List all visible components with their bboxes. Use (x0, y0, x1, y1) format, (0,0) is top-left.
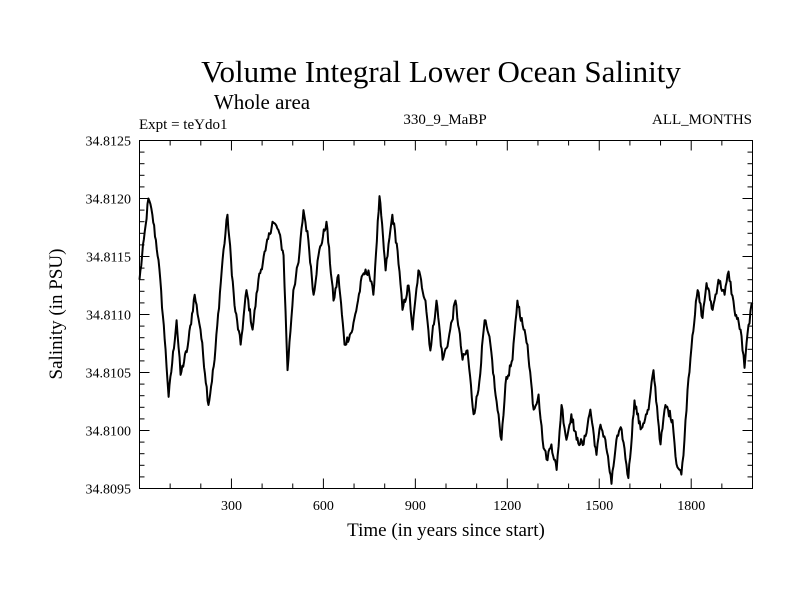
plot-frame (139, 140, 753, 489)
x-tick-labels: 300 600 900 1200 1500 1800 (221, 499, 705, 514)
y-tick-label: 34.8115 (86, 251, 131, 266)
x-tick-label: 300 (221, 499, 242, 514)
x-tick-label: 1200 (493, 499, 521, 514)
y-tick-label: 34.8105 (86, 367, 132, 382)
y-tick-label: 34.8125 (86, 135, 132, 150)
x-tick-label: 600 (313, 499, 334, 514)
months-label: ALL_MONTHS (652, 112, 752, 128)
y-tick-label: 34.8120 (86, 193, 132, 208)
chart-subtitle: Whole area (214, 90, 311, 114)
y-tick-label: 34.8100 (86, 425, 132, 440)
salinity-series-line (138, 195, 754, 485)
experiment-label: Expt = teYdo1 (139, 117, 227, 133)
y-axis-label: Salinity (in PSU) (46, 249, 67, 380)
x-tick-label: 1800 (677, 499, 705, 514)
axis-ticks (139, 140, 753, 489)
chart-title: Volume Integral Lower Ocean Salinity (201, 54, 681, 89)
x-tick-label: 900 (405, 499, 426, 514)
y-tick-label: 34.8110 (86, 309, 131, 324)
x-tick-label: 1500 (585, 499, 613, 514)
y-tick-label: 34.8095 (86, 483, 132, 498)
x-axis-label: Time (in years since start) (347, 520, 545, 541)
period-label: 330_9_MaBP (403, 112, 486, 128)
y-tick-labels: 34.8095 34.8100 34.8105 34.8110 34.8115 34.81… (86, 135, 132, 498)
